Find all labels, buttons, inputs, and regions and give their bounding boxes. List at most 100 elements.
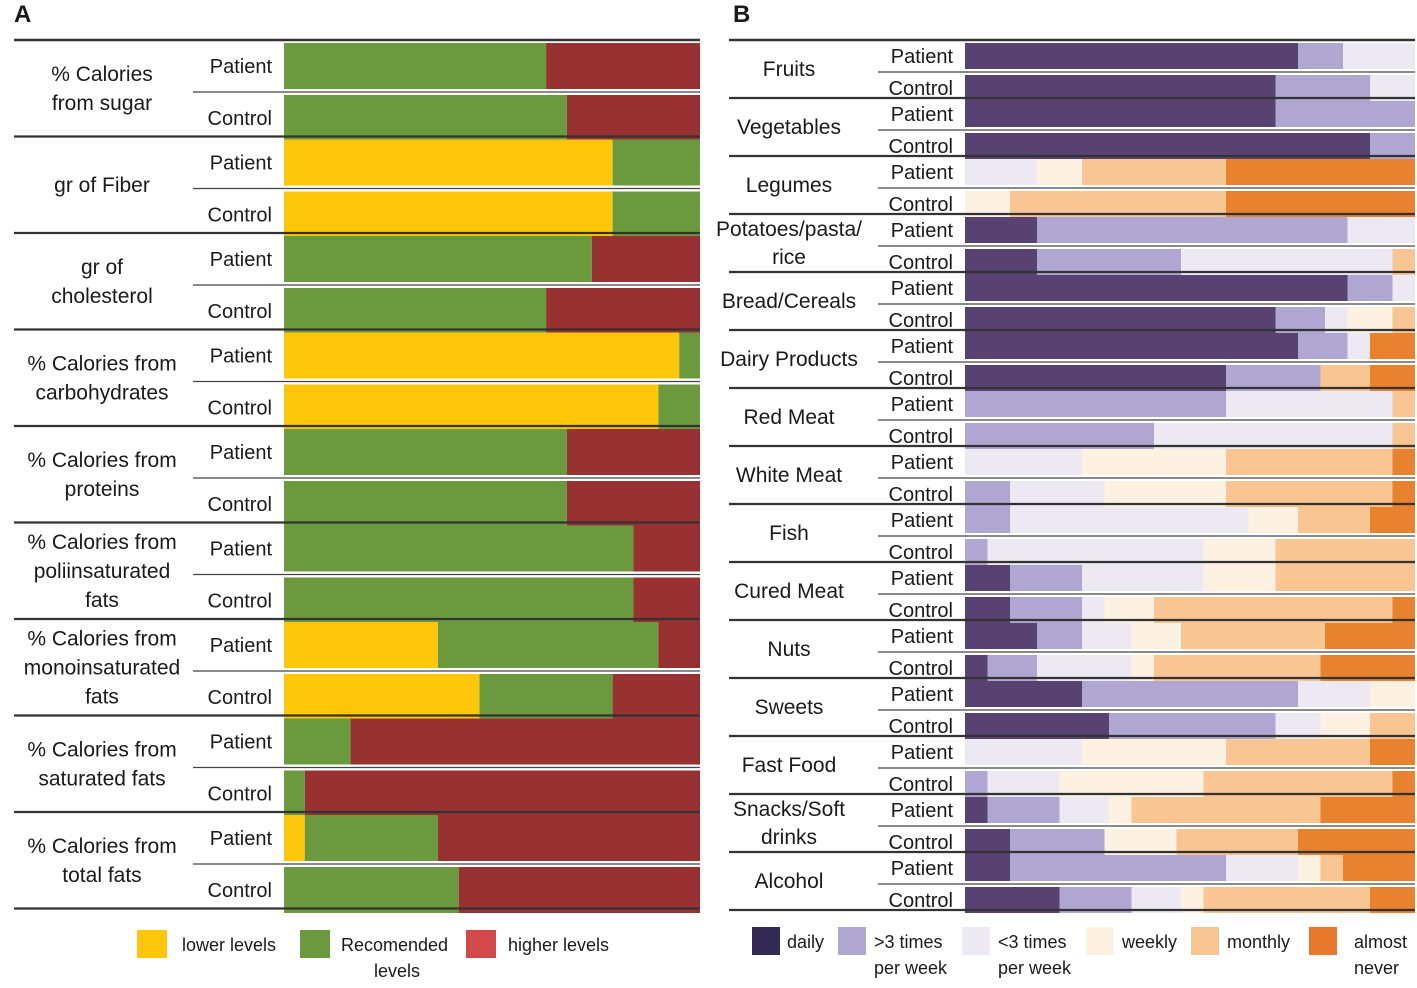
row-label-patient: Patient bbox=[210, 249, 273, 271]
bar-segment-recomended-levels bbox=[284, 525, 634, 572]
bar-segment-3-times-per-week bbox=[1010, 829, 1105, 855]
row-label-patient: Patient bbox=[210, 828, 273, 850]
category-label: % Calories from bbox=[27, 449, 176, 472]
legend-label: Recomended bbox=[341, 935, 448, 955]
row-label-patient: Patient bbox=[210, 635, 273, 657]
bar-segment-3-times-per-week bbox=[1370, 133, 1415, 159]
bar-segment-3-times-per-week bbox=[1010, 597, 1082, 623]
bar-segment-weekly bbox=[1131, 655, 1154, 681]
category-label: % Calories from bbox=[27, 835, 176, 858]
legend-label: lower levels bbox=[182, 935, 276, 955]
category-label: carbohydrates bbox=[35, 381, 168, 404]
panel-a-group-calories-from-carbohydrates: % Calories from carbohydrates Patient Contr… bbox=[14, 332, 700, 431]
legend-item-higher-levels: higher levels bbox=[466, 930, 609, 958]
bar-segment-3-times-per-week bbox=[1347, 275, 1393, 301]
category-label: from sugar bbox=[52, 92, 152, 115]
legend-swatch-almost-never bbox=[1309, 927, 1337, 955]
bar-segment-recomended-levels bbox=[284, 43, 547, 89]
category-label: Sweets bbox=[755, 696, 824, 719]
legend-item-monthly: monthly bbox=[1191, 927, 1290, 955]
bar-segment-3-times-per-week bbox=[1082, 681, 1298, 707]
bar-segment-monthly bbox=[1392, 249, 1415, 275]
bar-segment-weekly bbox=[1109, 797, 1132, 823]
bar-segment-monthly bbox=[1275, 565, 1415, 591]
bar-segment-3-times-per-week bbox=[1131, 887, 1181, 913]
bar-segment-monthly bbox=[1320, 365, 1370, 391]
bar-segment-3-times-per-week bbox=[1275, 713, 1321, 739]
panel-a-legend: lower levels Recomended levels higher level… bbox=[137, 930, 609, 981]
bar-segment-3-times-per-week bbox=[965, 449, 1082, 475]
bar-segment-higher-levels bbox=[546, 43, 700, 89]
bar-segment-almost-never bbox=[1370, 887, 1415, 913]
row-label-control: Control bbox=[889, 890, 953, 912]
row-label-patient: Patient bbox=[891, 162, 954, 184]
category-label: Red Meat bbox=[743, 406, 834, 429]
bar-segment-higher-levels bbox=[633, 577, 700, 624]
bar-segment-higher-levels bbox=[566, 429, 700, 475]
bar-segment-3-times-per-week bbox=[1226, 855, 1298, 881]
bar-segment-daily bbox=[965, 855, 1010, 881]
panel-b-group-vegetables: Vegetables Patient Control bbox=[729, 101, 1415, 159]
bar-segment-3-times-per-week bbox=[1010, 481, 1105, 507]
panel-b-group-cured-meat: Cured Meat Patient Control bbox=[729, 565, 1415, 623]
legend-item-lower-levels: lower levels bbox=[137, 930, 276, 958]
bar-segment-weekly bbox=[1181, 887, 1204, 913]
bar-segment-monthly bbox=[1275, 539, 1415, 565]
panel-b-group-fast-food: Fast Food Patient Control bbox=[729, 739, 1415, 797]
category-label: gr of bbox=[81, 256, 123, 279]
bar-segment-higher-levels bbox=[546, 288, 700, 334]
bar-segment-weekly bbox=[1104, 597, 1154, 623]
legend-item-recomended-levels: Recomended levels bbox=[300, 930, 448, 981]
bar-segment-monthly bbox=[1392, 391, 1415, 417]
row-label-control: Control bbox=[889, 136, 953, 158]
row-label-patient: Patient bbox=[891, 742, 954, 764]
row-label-control: Control bbox=[889, 78, 953, 100]
bar-segment-3-times-per-week bbox=[1082, 565, 1204, 591]
legend-label: <3 times bbox=[998, 932, 1067, 952]
bar-segment-daily bbox=[965, 101, 1276, 127]
bar-segment-3-times-per-week bbox=[1275, 307, 1325, 333]
category-label: Dairy Products bbox=[720, 348, 858, 371]
legend-label: daily bbox=[787, 932, 824, 952]
bar-segment-monthly bbox=[1010, 191, 1226, 217]
bar-segment-3-times-per-week bbox=[1037, 655, 1132, 681]
bar-segment-3-times-per-week bbox=[987, 771, 1060, 797]
bar-segment-3-times-per-week bbox=[1347, 217, 1415, 243]
panel-a-letter: A bbox=[14, 1, 31, 28]
category-label: Alcohol bbox=[755, 870, 824, 893]
bar-segment-3-times-per-week bbox=[1181, 249, 1393, 275]
bar-segment-lower-levels bbox=[284, 139, 613, 186]
bar-segment-3-times-per-week bbox=[987, 655, 1037, 681]
bar-segment-daily bbox=[965, 365, 1226, 391]
panel-b-group-bread-cereals: Bread/Cereals Patient Control bbox=[722, 275, 1415, 333]
row-label-patient: Patient bbox=[210, 56, 273, 78]
bar-segment-daily bbox=[965, 681, 1082, 707]
category-label: fats bbox=[85, 589, 119, 612]
bar-segment-3-times-per-week bbox=[965, 739, 1082, 765]
bar-segment-almost-never bbox=[1392, 481, 1415, 507]
bar-segment-3-times-per-week bbox=[1347, 333, 1370, 359]
bar-segment-daily bbox=[965, 829, 1010, 855]
bar-segment-3-times-per-week bbox=[965, 507, 1010, 533]
bar-segment-lower-levels bbox=[284, 332, 680, 379]
bar-segment-3-times-per-week bbox=[965, 539, 988, 565]
category-label: monoinsaturated bbox=[24, 656, 180, 679]
category-label: Legumes bbox=[746, 174, 832, 197]
legend-label: monthly bbox=[1227, 932, 1290, 952]
row-label-control: Control bbox=[889, 310, 953, 332]
row-label-control: Control bbox=[208, 880, 272, 902]
panel-b-group-snacks-soft-drinks: Snacks/Soft drinks Patient Control bbox=[729, 797, 1415, 855]
legend-swatch-3-times-per-week bbox=[838, 927, 866, 955]
category-label: Fast Food bbox=[742, 754, 837, 777]
bar-segment-almost-never bbox=[1298, 829, 1415, 855]
row-label-patient: Patient bbox=[891, 684, 954, 706]
bar-segment-3-times-per-week bbox=[1275, 101, 1415, 127]
bar-segment-3-times-per-week bbox=[1010, 565, 1082, 591]
category-label: Bread/Cereals bbox=[722, 290, 856, 313]
row-label-control: Control bbox=[208, 687, 272, 709]
bar-segment-monthly bbox=[1082, 159, 1226, 185]
bar-segment-3-times-per-week bbox=[1298, 333, 1348, 359]
bar-segment-3-times-per-week bbox=[1037, 217, 1348, 243]
bar-segment-daily bbox=[965, 75, 1276, 101]
category-label: Cured Meat bbox=[734, 580, 844, 603]
